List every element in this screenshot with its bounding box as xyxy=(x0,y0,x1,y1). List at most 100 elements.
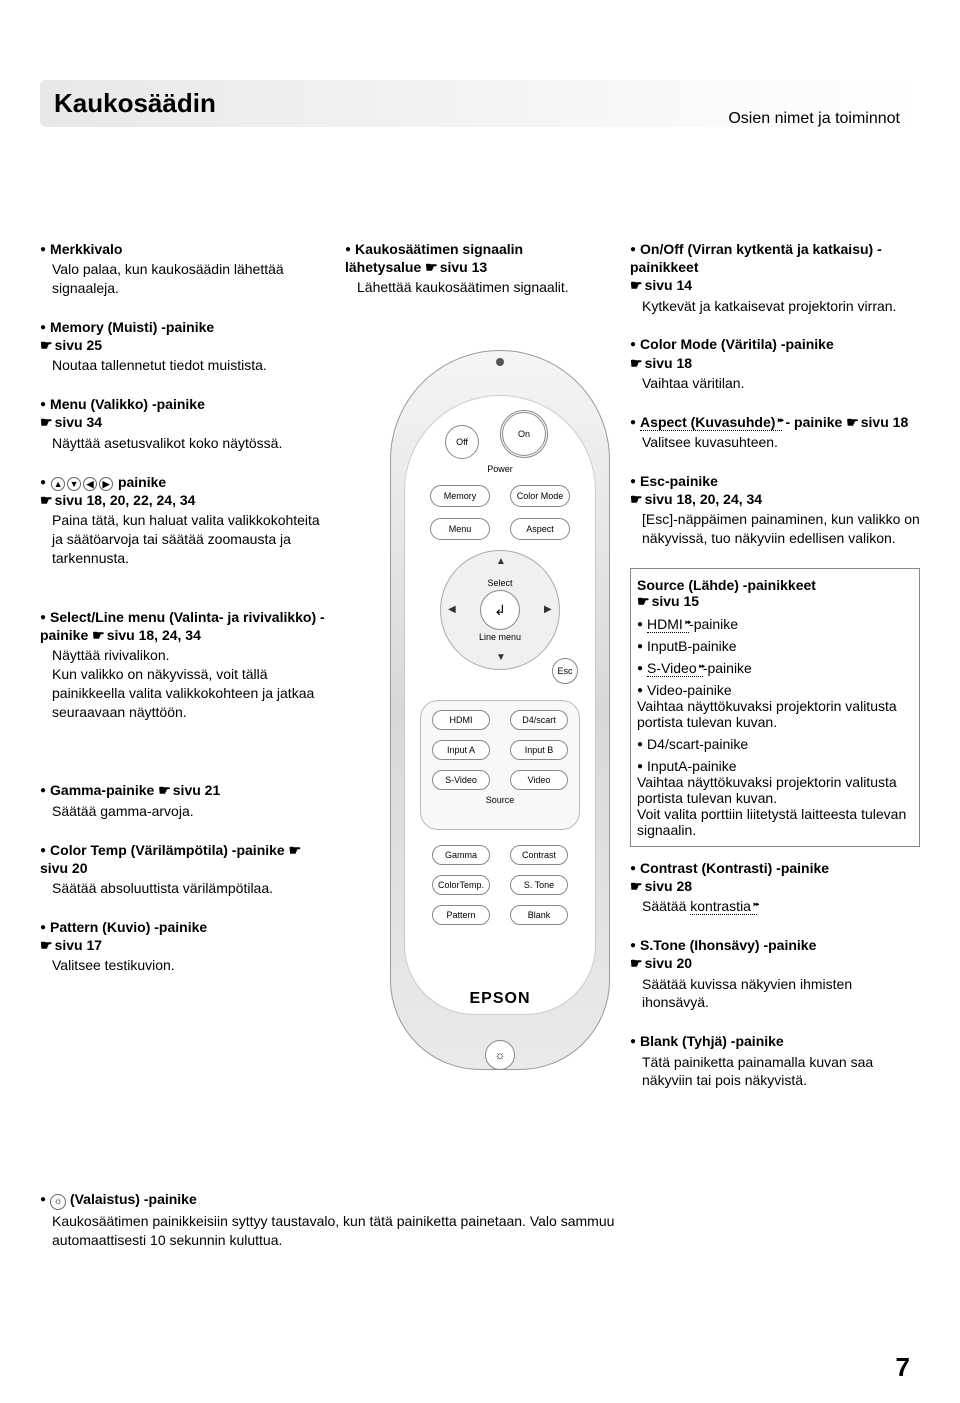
indicator-desc: Valo palaa, kun kaukosäädin lähettää sig… xyxy=(40,260,330,298)
colormode-page: sivu 18 xyxy=(630,355,692,371)
arrows-page: sivu 18, 20, 22, 24, 34 xyxy=(40,492,195,508)
left-icon: ◀ xyxy=(83,477,97,491)
select-label: Select xyxy=(480,578,520,588)
svideo-button[interactable]: S-Video xyxy=(432,770,490,790)
content-area: Kaukosäätimen signaalin lähetysalue sivu… xyxy=(40,220,920,1343)
memory-button[interactable]: Memory xyxy=(430,485,490,507)
callout-light: ☼ (Valaistus) -painike Kaukosäätimen pai… xyxy=(40,1190,620,1250)
source-title: Source (Lähde) -painikkeet xyxy=(637,577,816,593)
colormode-button[interactable]: Color Mode xyxy=(510,485,570,507)
onoff-desc: Kytkevät ja katkaisevat projektorin virr… xyxy=(630,297,920,316)
esc-desc: [Esc]-näppäimen painaminen, kun valikko … xyxy=(630,510,920,548)
dpad-enter-button[interactable]: ↲ xyxy=(480,590,520,630)
signal-page: sivu 13 xyxy=(425,259,487,275)
stone-button[interactable]: S. Tone xyxy=(510,875,568,895)
callout-arrows: ▲▼◀▶ painikesivu 18, 20, 22, 24, 34 Pain… xyxy=(40,473,330,568)
menu-page: sivu 34 xyxy=(40,414,102,430)
aspect-button[interactable]: Aspect xyxy=(510,518,570,540)
light-title: (Valaistus) -painike xyxy=(70,1191,197,1207)
onoff-title: On/Off (Virran kytkentä ja katkaisu) -pa… xyxy=(630,241,882,275)
left-column: Merkkivalo Valo palaa, kun kaukosäädin l… xyxy=(40,240,330,995)
d4scart-button[interactable]: D4/scart xyxy=(510,710,568,730)
inputb-button[interactable]: Input B xyxy=(510,740,568,760)
onoff-page: sivu 14 xyxy=(630,277,692,293)
callout-signal: Kaukosäätimen signaalin lähetysalue sivu… xyxy=(345,240,585,297)
backlight-button[interactable]: ☼ xyxy=(485,1040,515,1070)
right-icon: ▶ xyxy=(99,477,113,491)
memory-title: Memory (Muisti) -painike xyxy=(50,319,214,335)
callout-onoff: On/Off (Virran kytkentä ja katkaisu) -pa… xyxy=(630,240,920,315)
indicator-led-icon xyxy=(496,358,504,366)
off-button[interactable]: Off xyxy=(445,425,479,459)
esc-title: Esc-painike xyxy=(640,473,718,489)
contrast-page: sivu 28 xyxy=(630,878,692,894)
right-column: On/Off (Virran kytkentä ja katkaisu) -pa… xyxy=(630,240,920,1110)
hdmi-button[interactable]: HDMI xyxy=(432,710,490,730)
inputa-button[interactable]: Input A xyxy=(432,740,490,760)
contrast-desc2: kontrastia xyxy=(690,898,757,915)
brand-label: EPSON xyxy=(390,990,610,1008)
pattern-button[interactable]: Pattern xyxy=(432,905,490,925)
on-button[interactable]: On xyxy=(500,410,548,458)
gamma-title: Gamma-painike xyxy=(50,782,154,798)
dpad-down-icon[interactable]: ▼ xyxy=(496,652,506,663)
memory-page: sivu 25 xyxy=(40,337,102,353)
colormode-title: Color Mode (Väritila) -painike xyxy=(640,336,834,352)
esc-button[interactable]: Esc xyxy=(552,658,578,684)
callout-select: Select/Line menu (Valinta- ja rivivalikk… xyxy=(40,608,330,722)
callout-contrast: Contrast (Kontrasti) -painikesivu 28 Sää… xyxy=(630,859,920,916)
dpad-right-icon[interactable]: ▶ xyxy=(544,604,552,615)
callout-blank: Blank (Tyhjä) -painike Tätä painiketta p… xyxy=(630,1032,920,1090)
pattern-desc: Valitsee testikuvion. xyxy=(40,956,330,975)
gamma-button[interactable]: Gamma xyxy=(432,845,490,865)
select-page: sivu 18, 24, 34 xyxy=(92,627,201,643)
linemenu-label: Line menu xyxy=(476,632,524,642)
aspect-desc: Valitsee kuvasuhteen. xyxy=(630,433,920,452)
menu-button[interactable]: Menu xyxy=(430,518,490,540)
callout-menu: Menu (Valikko) -painike sivu 34 Näyttää a… xyxy=(40,395,330,452)
arrows-title: painike xyxy=(118,474,166,490)
power-label: Power xyxy=(480,464,520,474)
callout-stone: S.Tone (Ihonsävy) -painike sivu 20 Säätää… xyxy=(630,936,920,1012)
stone-desc: Säätää kuvissa näkyvien ihmisten ihonsäv… xyxy=(630,975,920,1013)
aspect-title: Aspect (Kuvasuhde) xyxy=(640,414,782,431)
light-desc: Kaukosäätimen painikkeisiin syttyy taust… xyxy=(40,1212,620,1250)
esc-page: sivu 18, 20, 24, 34 xyxy=(630,491,762,507)
menu-title: Menu (Valikko) -painike xyxy=(50,396,205,412)
stone-page: sivu 20 xyxy=(630,955,692,971)
signal-desc: Lähettää kaukosäätimen signaalit. xyxy=(345,278,585,297)
source-box: Source (Lähde) -painikkeetsivu 15 HDMI-p… xyxy=(630,568,920,847)
video-desc: Vaihtaa näyttökuvaksi projektorin valitu… xyxy=(637,698,913,730)
blank-title: Blank (Tyhjä) -painike xyxy=(640,1033,784,1049)
video-button[interactable]: Video xyxy=(510,770,568,790)
colortemp-title: Color Temp (Värilämpötila) -painike xyxy=(50,842,285,858)
svideo-label: S-Video xyxy=(647,660,703,677)
remote-diagram: Off On Power Memory Color Mode Menu Aspe… xyxy=(390,350,610,1070)
callout-indicator: Merkkivalo Valo palaa, kun kaukosäädin l… xyxy=(40,240,330,298)
blank-button[interactable]: Blank xyxy=(510,905,568,925)
stone-title: S.Tone (Ihonsävy) -painike xyxy=(640,937,816,953)
svideo-suffix: -painike xyxy=(703,660,752,676)
colortemp-desc: Säätää absoluuttista värilämpötilaa. xyxy=(40,879,330,898)
down-icon: ▼ xyxy=(67,477,81,491)
page-header: Osien nimet ja toiminnot xyxy=(728,110,900,128)
colortemp-button[interactable]: ColorTemp. xyxy=(432,875,490,895)
colormode-desc: Vaihtaa väritilan. xyxy=(630,374,920,393)
page-number: 7 xyxy=(896,1352,910,1383)
pattern-title: Pattern (Kuvio) -painike xyxy=(50,919,207,935)
dpad-up-icon[interactable]: ▲ xyxy=(496,556,506,567)
light-icon: ☼ xyxy=(50,1194,66,1210)
source-label: Source xyxy=(480,795,520,805)
contrast-title: Contrast (Kontrasti) -painike xyxy=(640,860,829,876)
contrast-button[interactable]: Contrast xyxy=(510,845,568,865)
blank-desc: Tätä painiketta painamalla kuvan saa näk… xyxy=(630,1053,920,1091)
hdmi-label: HDMI xyxy=(647,616,689,633)
aspect-title2: - painike xyxy=(786,414,843,430)
inputa-desc: Vaihtaa näyttökuvaksi projektorin valitu… xyxy=(637,774,913,838)
gamma-desc: Säätää gamma-arvoja. xyxy=(40,802,330,821)
gamma-page: sivu 21 xyxy=(158,782,220,798)
inputa-label: InputA-painike xyxy=(647,758,737,774)
dpad-left-icon[interactable]: ◀ xyxy=(448,604,456,615)
d4-label: D4/scart-painike xyxy=(647,736,748,752)
menu-desc: Näyttää asetusvalikot koko näytössä. xyxy=(40,434,330,453)
